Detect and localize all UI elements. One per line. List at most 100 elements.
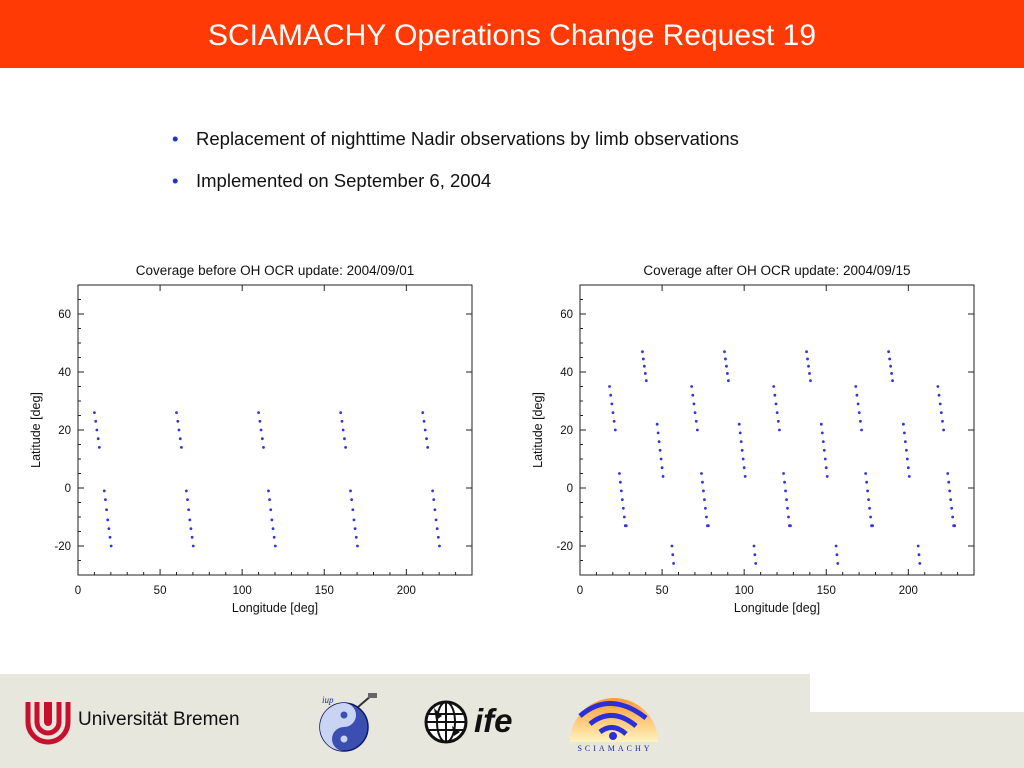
data-point [176, 419, 180, 423]
data-point [868, 506, 871, 510]
data-point [808, 372, 811, 375]
data-point [610, 402, 614, 406]
data-point [660, 466, 664, 470]
x-tick-label: 50 [154, 585, 167, 597]
data-point [778, 428, 781, 432]
data-point [947, 480, 951, 484]
data-point [177, 428, 181, 432]
data-point [618, 480, 622, 484]
data-point [902, 422, 905, 426]
data-point [740, 448, 744, 452]
data-point [94, 419, 98, 423]
bullet-text: Implemented on September 6, 2004 [196, 170, 492, 191]
data-point [622, 515, 626, 519]
data-point [806, 357, 809, 361]
data-point [426, 446, 430, 449]
bullet-glyph: • [172, 170, 179, 191]
data-point [694, 419, 698, 423]
y-tick-label: 0 [65, 483, 71, 495]
data-point [609, 393, 613, 397]
data-point [655, 422, 659, 426]
x-tick-label: 200 [397, 585, 416, 597]
data-point [93, 411, 96, 414]
data-point [272, 535, 276, 539]
data-point [267, 489, 270, 493]
data-point [658, 448, 662, 452]
y-tick-label: -20 [54, 541, 71, 553]
data-point [436, 535, 440, 539]
data-point [871, 524, 874, 528]
data-point [191, 544, 195, 548]
data-point [642, 364, 646, 368]
data-point [743, 475, 747, 478]
data-point [431, 489, 434, 493]
data-point [349, 489, 352, 493]
data-point [624, 524, 628, 528]
data-point [618, 472, 621, 475]
data-point [903, 440, 907, 443]
chart-title: Coverage after OH OCR update: 2004/09/15 [643, 263, 910, 278]
data-point [904, 448, 908, 452]
bullet-item: • Replacement of nighttime Nadir observat… [172, 126, 739, 168]
data-point [351, 508, 355, 512]
y-tick-label: -20 [556, 541, 573, 553]
data-point [611, 411, 615, 414]
bullet-glyph: • [172, 128, 179, 149]
plot-frame [77, 284, 473, 576]
data-point [270, 518, 274, 522]
data-point [784, 489, 787, 493]
data-point [725, 364, 728, 368]
data-point [273, 544, 277, 548]
data-point [186, 498, 189, 501]
y-tick-label: 0 [567, 483, 573, 495]
data-point [701, 480, 704, 484]
chart-title: Coverage before OH OCR update: 2004/09/0… [136, 263, 414, 278]
data-point [341, 428, 345, 432]
data-point [854, 385, 858, 388]
x-tick-label: 100 [735, 585, 754, 597]
title-bar: SCIAMACHY Operations Change Request 19 [0, 0, 1024, 68]
ife-globe-logo-icon [424, 700, 468, 744]
iup-logo-icon: iup [319, 693, 377, 752]
data-point [108, 535, 112, 539]
data-point [190, 535, 194, 539]
data-point [352, 518, 356, 522]
data-point [690, 385, 694, 388]
data-point [706, 524, 710, 528]
data-point [695, 428, 699, 432]
data-point [703, 498, 706, 501]
data-point [787, 515, 790, 519]
data-point [753, 553, 757, 557]
data-point [942, 428, 946, 432]
data-point [693, 411, 697, 414]
data-point [657, 440, 661, 443]
data-point [271, 527, 275, 530]
data-point [612, 419, 616, 423]
data-point [188, 518, 192, 522]
data-point [109, 544, 113, 548]
data-point [869, 515, 872, 519]
data-point [438, 544, 441, 548]
data-point [656, 431, 660, 435]
data-point [889, 364, 893, 368]
data-point [187, 508, 191, 512]
data-point [936, 385, 940, 388]
data-point [702, 489, 705, 493]
data-point [738, 431, 742, 435]
data-point [783, 480, 786, 484]
data-point [951, 515, 955, 519]
data-point [353, 527, 357, 530]
data-point [350, 498, 354, 501]
data-point [857, 411, 861, 414]
data-point [905, 457, 909, 461]
data-point [102, 489, 106, 493]
data-point [835, 553, 839, 557]
data-point [189, 527, 193, 530]
footer-notch [810, 674, 1024, 712]
data-point [939, 411, 943, 414]
data-point [772, 385, 776, 388]
data-point [819, 422, 823, 426]
data-point [739, 440, 743, 443]
data-point [823, 457, 827, 461]
data-point [821, 440, 825, 443]
